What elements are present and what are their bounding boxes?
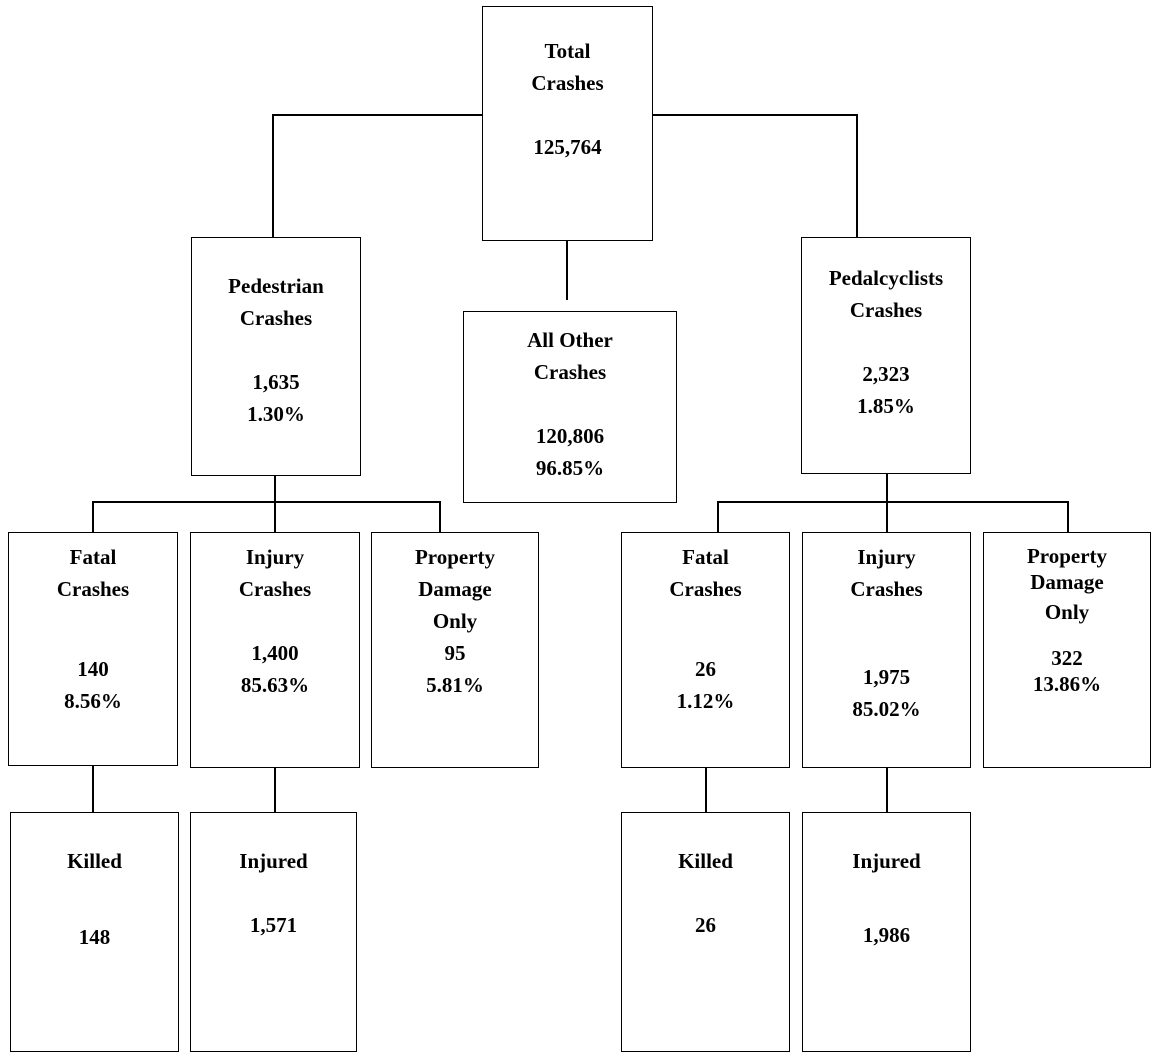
total-crashes-node: Total Crashes 125,764: [482, 6, 653, 241]
pedalcyclist-injury-crashes-node: Injury Crashes 1,975 85.02%: [802, 532, 971, 768]
node-percent: 13.86%: [1032, 672, 1102, 696]
node-title: Injured: [239, 849, 308, 873]
node-title: Only: [432, 609, 478, 633]
node-title: Fatal: [69, 545, 117, 569]
pedestrian-injured-node: Injured 1,571: [190, 812, 357, 1052]
node-value: 1,571: [249, 913, 298, 937]
node-value: 1,975: [862, 665, 911, 689]
connector-line: [274, 767, 276, 813]
connector-line: [886, 767, 888, 813]
connector-line: [566, 240, 568, 300]
node-value: 1,635: [252, 370, 300, 394]
connector-line: [274, 475, 276, 533]
connector-line: [92, 501, 94, 533]
node-value: 2,323: [862, 362, 910, 386]
node-value: 120,806: [535, 424, 605, 448]
node-title: Crashes: [669, 577, 742, 601]
node-value: 1,986: [862, 923, 911, 947]
connector-line: [717, 501, 1068, 503]
connector-line: [856, 114, 858, 238]
node-title: Crashes: [850, 577, 923, 601]
node-percent: 1.30%: [247, 402, 305, 426]
node-percent: 85.02%: [852, 697, 921, 721]
node-percent: 1.12%: [676, 689, 735, 713]
connector-line: [92, 501, 440, 503]
connector-line: [652, 114, 857, 116]
pedestrian-injury-crashes-node: Injury Crashes 1,400 85.63%: [190, 532, 360, 768]
node-percent: 1.85%: [857, 394, 915, 418]
node-percent: 5.81%: [426, 673, 484, 697]
node-title: Crashes: [239, 306, 313, 330]
connector-line: [272, 114, 274, 238]
pedestrian-crashes-node: Pedestrian Crashes 1,635 1.30%: [191, 237, 361, 476]
connector-line: [886, 473, 888, 533]
pedalcyclist-killed-node: Killed 26: [621, 812, 790, 1052]
node-title: Killed: [678, 849, 733, 873]
pedalcyclist-injured-node: Injured 1,986: [802, 812, 971, 1052]
node-title: Pedalcyclists: [828, 266, 944, 290]
connector-line: [92, 765, 94, 813]
node-title: Killed: [67, 849, 122, 873]
node-title: All Other: [527, 328, 613, 352]
pedalcyclist-fatal-crashes-node: Fatal Crashes 26 1.12%: [621, 532, 790, 768]
node-title: Property: [414, 545, 496, 569]
node-value: 95: [444, 641, 466, 665]
node-value: 148: [78, 925, 111, 949]
node-title: Crashes: [849, 298, 923, 322]
connector-line: [272, 114, 483, 116]
node-value: 322: [1051, 646, 1083, 670]
node-title: Damage: [418, 577, 492, 601]
connector-line: [705, 767, 707, 813]
node-title: Crashes: [531, 71, 604, 95]
connector-line: [717, 501, 719, 533]
node-title: Crashes: [56, 577, 130, 601]
node-title: Only: [1044, 600, 1090, 624]
connector-line: [1067, 501, 1069, 533]
node-value: 1,400: [251, 641, 299, 665]
node-title: Total: [544, 39, 591, 63]
all-other-crashes-node: All Other Crashes 120,806 96.85%: [463, 311, 677, 503]
node-value: 125,764: [533, 135, 602, 159]
node-percent: 8.56%: [64, 689, 122, 713]
node-title: Damage: [1030, 570, 1104, 594]
node-title: Injury: [245, 545, 305, 569]
pedestrian-property-damage-node: Property Damage Only 95 5.81%: [371, 532, 539, 768]
node-percent: 96.85%: [535, 456, 605, 480]
node-value: 140: [77, 657, 109, 681]
node-value: 26: [695, 913, 716, 937]
node-title: Property: [1026, 544, 1108, 568]
node-value: 26: [695, 657, 716, 681]
node-title: Crashes: [238, 577, 312, 601]
pedalcyclist-property-damage-node: Property Damage Only 322 13.86%: [983, 532, 1151, 768]
node-title: Crashes: [533, 360, 607, 384]
node-title: Pedestrian: [228, 274, 324, 298]
node-title: Injured: [852, 849, 921, 873]
node-title: Injury: [857, 545, 916, 569]
pedalcyclist-crashes-node: Pedalcyclists Crashes 2,323 1.85%: [801, 237, 971, 474]
node-title: Fatal: [682, 545, 729, 569]
pedestrian-killed-node: Killed 148: [10, 812, 179, 1052]
node-percent: 85.63%: [240, 673, 310, 697]
pedestrian-fatal-crashes-node: Fatal Crashes 140 8.56%: [8, 532, 178, 766]
connector-line: [439, 501, 441, 533]
